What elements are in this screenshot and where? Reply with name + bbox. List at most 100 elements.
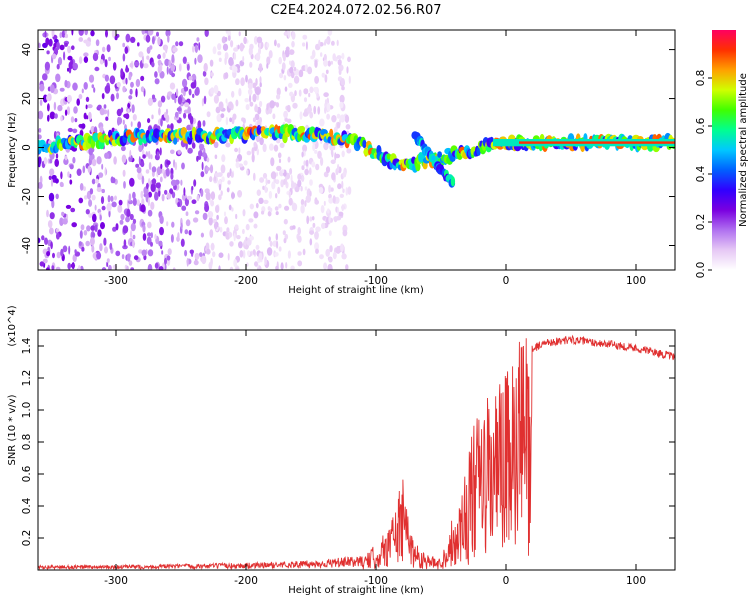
noise-blob — [267, 179, 271, 184]
noise-blob — [297, 227, 302, 236]
noise-blob — [128, 260, 133, 266]
y-tick-label: 0.4 — [21, 497, 33, 514]
noise-blob — [181, 205, 187, 211]
noise-blob — [326, 113, 330, 120]
noise-blob — [101, 163, 104, 170]
noise-blob — [85, 40, 91, 47]
noise-blob — [245, 104, 250, 111]
colorbar-tick-label: 0.2 — [695, 214, 707, 231]
noise-blob — [147, 263, 153, 270]
noise-blob — [201, 152, 207, 158]
noise-blob — [253, 223, 258, 229]
x-tick-label: 100 — [626, 275, 646, 287]
noise-blob — [147, 97, 153, 106]
noise-blob — [249, 235, 254, 241]
noise-blob — [290, 265, 295, 270]
noise-blob — [91, 245, 95, 253]
noise-blob — [71, 30, 74, 36]
noise-blob — [200, 188, 204, 197]
noise-blob — [52, 252, 55, 259]
noise-blob — [55, 153, 59, 159]
noise-blob — [47, 220, 53, 229]
noise-blob — [45, 267, 50, 270]
noise-blob — [49, 227, 54, 235]
noise-blob — [54, 178, 59, 184]
noise-blob — [159, 147, 162, 156]
noise-blob — [160, 118, 163, 127]
noise-blob — [309, 190, 312, 197]
noise-blob — [55, 73, 61, 83]
noise-blob — [330, 149, 334, 156]
x-tick-label: 0 — [503, 575, 510, 587]
noise-blob — [114, 35, 118, 41]
noise-blob — [64, 30, 67, 35]
noise-blob — [83, 56, 89, 63]
noise-blob — [135, 78, 141, 88]
noise-blob — [72, 128, 78, 134]
snr-y-axis: 0.2 0.4 0.6 0.8 1.0 1.2 1.4 — [21, 337, 675, 546]
noise-blob — [253, 36, 258, 45]
noise-blob — [241, 117, 245, 122]
noise-blob — [94, 66, 100, 72]
noise-blob — [278, 246, 282, 252]
noise-blob — [314, 199, 320, 205]
noise-blob — [225, 142, 231, 148]
noise-blob — [149, 45, 153, 50]
noise-blob — [254, 87, 260, 95]
noise-blob — [202, 120, 206, 127]
noise-blob — [158, 240, 163, 247]
noise-blob — [301, 165, 305, 171]
noise-blob — [279, 142, 285, 149]
noise-blob — [79, 183, 84, 191]
noise-blob — [111, 201, 117, 208]
noise-blob — [125, 216, 130, 223]
trace-blob — [329, 128, 334, 138]
noise-blob — [130, 155, 133, 162]
noise-blob — [288, 49, 295, 55]
colorbar-tick-label: 0.6 — [695, 117, 707, 134]
noise-blob — [249, 203, 254, 210]
noise-blob — [52, 53, 57, 60]
noise-blob — [122, 225, 129, 234]
noise-blob — [222, 43, 229, 51]
noise-blob — [270, 157, 275, 167]
noise-blob — [224, 57, 227, 65]
noise-blob — [252, 249, 256, 256]
noise-blob — [136, 166, 142, 174]
noise-blob — [242, 55, 245, 63]
noise-blob — [135, 88, 138, 98]
noise-blob — [239, 42, 244, 52]
noise-blob — [68, 245, 71, 255]
noise-blob — [39, 261, 45, 267]
noise-blob — [166, 255, 171, 261]
noise-blob — [231, 90, 235, 98]
noise-blob — [294, 90, 297, 97]
noise-blob — [97, 229, 102, 237]
noise-blob — [120, 213, 125, 221]
noise-blob — [82, 165, 86, 174]
noise-blob — [159, 226, 164, 236]
noise-blob — [104, 85, 111, 94]
noise-blob — [194, 44, 198, 53]
noise-blob — [125, 33, 131, 43]
noise-blob — [301, 151, 304, 158]
noise-blob — [282, 53, 286, 62]
noise-blob — [108, 56, 111, 62]
noise-blob — [212, 46, 217, 55]
noise-blob — [329, 245, 333, 253]
noise-blob — [106, 258, 110, 263]
noise-blob — [157, 54, 161, 60]
noise-blob — [157, 36, 161, 46]
noise-blob — [60, 248, 64, 257]
noise-blob — [270, 171, 277, 180]
noise-blob — [303, 150, 306, 157]
noise-blob — [67, 171, 70, 178]
noise-blob — [209, 59, 214, 67]
noise-blob — [315, 163, 320, 171]
noise-blob — [180, 238, 185, 247]
noise-blob — [320, 52, 323, 57]
noise-blob — [161, 193, 165, 202]
noise-blob — [303, 160, 307, 166]
noise-blob — [206, 248, 211, 255]
noise-blob — [336, 55, 342, 60]
